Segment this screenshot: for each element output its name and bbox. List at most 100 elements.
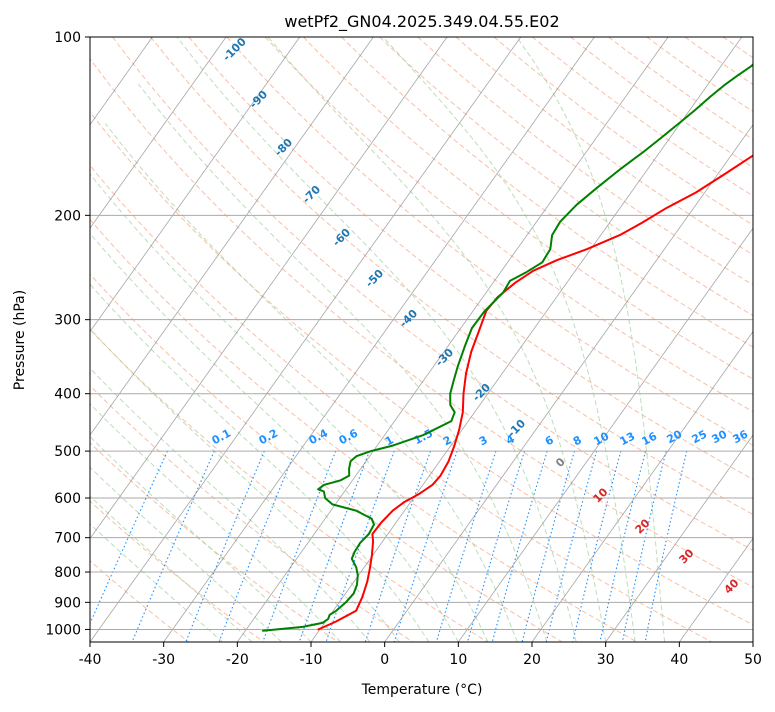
mixing-ratio-label: 0.4 bbox=[307, 426, 331, 447]
y-tick-label: 100 bbox=[54, 30, 81, 46]
mixing-ratio-line bbox=[546, 451, 596, 642]
dry-adiabat-line bbox=[0, 37, 338, 642]
moist-adiabat-line bbox=[268, 37, 606, 642]
dry-adiabat-label: -20 bbox=[470, 381, 493, 404]
isotherm-line bbox=[311, 37, 742, 642]
dry-adiabat-label: -80 bbox=[272, 136, 295, 159]
y-tick-label: 300 bbox=[54, 313, 81, 329]
mixing-ratio-line bbox=[645, 451, 687, 642]
y-tick-label: 500 bbox=[54, 444, 81, 460]
x-tick-label: 30 bbox=[597, 652, 615, 668]
dry-adiabat-label: -60 bbox=[330, 226, 353, 249]
mixing-ratio-line bbox=[436, 451, 496, 642]
isotherm-line bbox=[237, 37, 668, 642]
isotherm-line bbox=[0, 37, 5, 642]
mixing-ratio-label: 16 bbox=[640, 429, 660, 448]
y-tick-label: 600 bbox=[54, 491, 81, 507]
dry-adiabat-line bbox=[36, 37, 775, 642]
mixing-ratio-label: 20 bbox=[665, 427, 685, 446]
mixing-ratio-label: 8 bbox=[571, 433, 584, 448]
isotherm-line bbox=[90, 37, 521, 642]
moist-adiabat-line bbox=[0, 320, 282, 642]
dry-adiabat-line bbox=[0, 37, 189, 642]
mixing-ratio-line bbox=[394, 451, 457, 642]
mixing-ratio-line bbox=[219, 451, 295, 642]
mixing-ratio-label: 10 bbox=[592, 429, 612, 448]
moist-adiabat-line bbox=[0, 336, 252, 642]
chart-title: wetPf2_GN04.2025.349.04.55.E02 bbox=[284, 12, 559, 32]
mixing-ratio-line bbox=[82, 451, 168, 642]
dry-adiabat-line bbox=[0, 37, 637, 642]
dry-adiabat-line bbox=[723, 37, 775, 642]
moist-adiabat-line bbox=[0, 352, 223, 642]
isotherm-line bbox=[458, 37, 775, 642]
mixing-ratio-label: 0.1 bbox=[210, 427, 233, 448]
temperature-profile-line bbox=[319, 37, 775, 629]
series-layer bbox=[263, 37, 775, 631]
moist-adiabat-line bbox=[0, 283, 341, 642]
y-tick-label: 400 bbox=[54, 387, 81, 403]
plot-frame bbox=[90, 37, 753, 642]
dry-adiabat-line bbox=[113, 37, 775, 642]
moist-adiabat-line bbox=[177, 37, 576, 642]
y-tick-label: 200 bbox=[54, 208, 81, 224]
grid-layer bbox=[0, 37, 775, 642]
dry-adiabat-label: -70 bbox=[300, 183, 323, 206]
moist-adiabat-label: 10 bbox=[591, 485, 611, 505]
mixing-ratio-line bbox=[365, 451, 430, 642]
mixing-ratio-line bbox=[600, 451, 646, 642]
mixing-ratio-label: 30 bbox=[710, 427, 730, 446]
isotherm-line bbox=[0, 37, 226, 642]
x-axis-label: Temperature (°C) bbox=[361, 682, 483, 698]
dry-adiabat-line bbox=[303, 37, 775, 642]
mixing-ratio-label: 0.6 bbox=[337, 426, 361, 447]
moist-adiabat-line bbox=[54, 188, 459, 642]
dry-adiabat-line bbox=[685, 37, 775, 642]
moist-adiabat-label: 30 bbox=[677, 546, 697, 566]
mixing-ratio-label: 0.2 bbox=[257, 427, 280, 448]
dry-adiabat-label: -40 bbox=[397, 307, 420, 330]
mixing-ratio-label: 13 bbox=[618, 430, 638, 449]
dry-adiabat-label: -90 bbox=[247, 88, 270, 111]
y-tick-label: 800 bbox=[54, 565, 81, 581]
dry-adiabat-line bbox=[456, 37, 775, 642]
mixing-ratio-line bbox=[468, 451, 525, 642]
x-tick-label: -10 bbox=[300, 652, 323, 668]
isotherm-line bbox=[164, 37, 595, 642]
y-tick-label: 700 bbox=[54, 531, 81, 547]
mixing-ratio-line bbox=[132, 451, 214, 642]
y-axis-label: Pressure (hPa) bbox=[12, 290, 28, 390]
dry-adiabat-line bbox=[0, 37, 263, 642]
moist-adiabat-line bbox=[383, 37, 635, 642]
dry-adiabat-line bbox=[532, 37, 775, 642]
dewpoint-profile-line bbox=[263, 37, 775, 631]
x-tick-label: -40 bbox=[79, 652, 102, 668]
mixing-ratio-label: 2 bbox=[441, 433, 454, 448]
mixing-ratio-line bbox=[263, 451, 336, 642]
dry-adiabat-line bbox=[647, 37, 775, 642]
x-tick-label: -20 bbox=[226, 652, 249, 668]
x-tick-label: 0 bbox=[380, 652, 389, 668]
moist-adiabat-line bbox=[78, 158, 488, 642]
dry-adiabat-line bbox=[494, 37, 775, 642]
moist-adiabat-line bbox=[0, 302, 311, 642]
y-tick-label: 1000 bbox=[45, 622, 81, 638]
dry-adiabat-line bbox=[342, 37, 775, 642]
isotherm-line bbox=[753, 37, 775, 642]
x-tick-label: 20 bbox=[523, 652, 541, 668]
isotherm-line bbox=[532, 37, 775, 642]
dry-adiabat-label: -30 bbox=[433, 346, 456, 369]
x-tick-label: 50 bbox=[744, 652, 762, 668]
x-tick-label: 40 bbox=[670, 652, 688, 668]
mixing-ratio-line bbox=[573, 451, 621, 642]
x-tick-label: -30 bbox=[152, 652, 175, 668]
isotherm-line bbox=[0, 37, 373, 642]
mixing-ratio-label: 3 bbox=[477, 433, 490, 448]
dry-adiabat-line bbox=[380, 37, 775, 642]
dry-adiabat-line bbox=[265, 37, 775, 642]
moist-adiabat-label: 20 bbox=[633, 516, 653, 536]
moist-adiabat-line bbox=[517, 37, 665, 642]
isotherm-line bbox=[16, 37, 447, 642]
